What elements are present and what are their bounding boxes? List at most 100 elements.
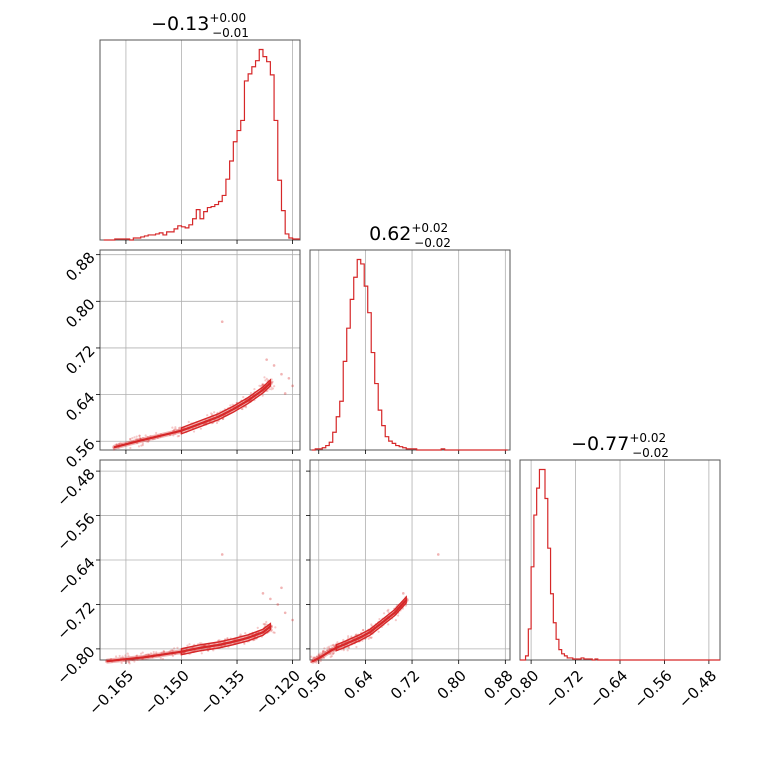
sample-point: [141, 436, 144, 440]
sample-point: [153, 437, 156, 441]
sample-point: [125, 660, 128, 664]
title-param-0: −0.13+0.00 −0.01: [151, 11, 249, 40]
sample-point: [355, 645, 358, 649]
contour-core: [180, 622, 272, 656]
sample-point: [133, 660, 136, 663]
sample-point: [332, 643, 335, 646]
y-tick-label: −0.64: [53, 554, 98, 599]
sample-point: [173, 647, 176, 650]
y-tick-label: 0.56: [62, 435, 98, 471]
sample-point: [243, 642, 246, 646]
sample-point: [329, 655, 332, 659]
sample-point: [127, 654, 130, 657]
scatter-param-0-vs-1: [96, 249, 301, 454]
contour-core: [180, 378, 272, 435]
x-tick-labels-param-0: −0.165 −0.150 −0.135 −0.120: [85, 667, 304, 719]
sample-point: [137, 445, 141, 448]
contour-inner: [113, 381, 272, 449]
y-tick-label: 0.72: [62, 342, 98, 378]
sample-point: [346, 649, 349, 652]
sample-point: [317, 661, 320, 664]
sample-point: [270, 378, 273, 381]
sample-point: [262, 622, 265, 626]
outlier-point: [269, 597, 272, 601]
sample-point: [135, 654, 138, 658]
sample-point: [149, 652, 153, 655]
sample-point: [369, 636, 372, 640]
sample-point: [244, 406, 248, 409]
sample-point: [378, 617, 381, 621]
sample-point: [226, 637, 229, 640]
sample-point: [264, 622, 267, 626]
sample-point: [315, 661, 318, 664]
sample-point: [336, 641, 339, 644]
sample-point: [177, 426, 181, 430]
sample-point: [135, 437, 138, 440]
sample-point: [272, 631, 275, 634]
sample-point: [186, 644, 189, 647]
sample-point: [127, 660, 130, 663]
sample-point: [342, 649, 345, 652]
sample-point: [126, 652, 129, 655]
sample-point: [199, 427, 203, 430]
sample-point: [161, 657, 165, 661]
sample-point: [313, 656, 316, 659]
sample-point: [200, 652, 203, 655]
sample-point: [386, 609, 389, 612]
sample-point: [213, 411, 216, 414]
histogram-step: [520, 468, 720, 661]
sample-point: [198, 642, 202, 645]
sample-point: [342, 638, 345, 642]
sample-point: [370, 636, 373, 639]
contour-outer: [112, 380, 273, 450]
sample-point: [264, 379, 267, 382]
sample-point: [127, 661, 131, 664]
sample-point: [258, 384, 261, 387]
sample-point: [347, 635, 350, 638]
sample-point: [178, 434, 181, 437]
y-tick-labels-param-2: −0.80−0.72−0.64−0.56−0.48: [53, 465, 98, 688]
sample-point: [387, 608, 390, 612]
sample-point: [128, 662, 131, 665]
sample-point: [347, 646, 351, 650]
sample-point: [212, 649, 215, 652]
sample-point: [321, 652, 324, 655]
sample-point: [163, 651, 166, 654]
sample-point: [325, 649, 329, 652]
x-tick-label: −0.165: [85, 667, 137, 719]
sample-point: [135, 654, 139, 657]
sample-point: [328, 645, 331, 648]
sample-point: [397, 614, 400, 617]
sample-point: [171, 649, 174, 653]
sample-point: [329, 653, 332, 656]
sample-point: [319, 652, 322, 655]
sample-point: [354, 633, 358, 636]
sample-point: [144, 434, 147, 437]
y-tick-label: 0.80: [62, 295, 98, 331]
sample-point: [317, 653, 320, 656]
sample-point: [115, 443, 119, 446]
y-tick-label: −0.48: [53, 465, 98, 510]
sample-point: [310, 655, 313, 658]
sample-point: [261, 384, 264, 387]
x-tick-label: −0.135: [196, 667, 248, 719]
sample-point: [145, 440, 148, 443]
sample-point: [323, 650, 326, 653]
sample-point: [367, 637, 370, 640]
sample-point: [117, 442, 121, 445]
contour-inner: [106, 625, 272, 663]
sample-point: [270, 629, 274, 632]
sample-point: [121, 655, 124, 658]
x-tick-labels-param-1: 0.56 0.64 0.72 0.80 0.88: [294, 667, 517, 703]
y-tick-label: 0.64: [62, 388, 98, 424]
sample-point: [146, 653, 149, 656]
outlier-point: [283, 392, 287, 395]
x-tick-label: 0.64: [340, 667, 376, 703]
panel-frame: [99, 249, 301, 451]
sample-point: [387, 623, 390, 626]
x-tick-label: 0.72: [387, 667, 423, 703]
sample-point: [129, 438, 132, 441]
sample-point: [330, 644, 333, 647]
sample-point: [263, 623, 266, 626]
